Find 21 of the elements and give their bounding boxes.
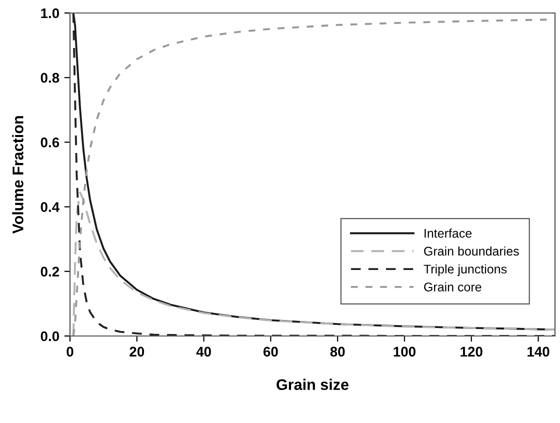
y-tick-label: 0.8 <box>40 72 60 83</box>
y-tick-label: 0.2 <box>40 266 60 277</box>
y-tick-label: 0.4 <box>40 202 60 212</box>
y-tick-label: 1.0 <box>41 8 60 18</box>
legend-label: Interface <box>424 228 472 238</box>
x-tick-label: 60 <box>263 346 278 357</box>
x-tick-label: 120 <box>460 346 482 357</box>
x-tick-label: 20 <box>130 346 144 357</box>
legend-label: Grain core <box>424 282 482 292</box>
y-tick-label: 0.6 <box>40 138 60 148</box>
x-tick-label: 80 <box>330 346 345 357</box>
x-axis-title: Grain size <box>276 378 348 390</box>
x-tick-label: 140 <box>528 346 550 357</box>
y-tick-label: 0.0 <box>40 331 60 342</box>
x-tick-label: 0 <box>66 346 74 357</box>
x-tick-label: 40 <box>196 346 211 357</box>
x-tick-label: 100 <box>394 346 416 357</box>
line-series <box>72 192 555 336</box>
legend-label: Triple junctions <box>424 264 507 276</box>
legend-label: Grain boundaries <box>424 246 519 256</box>
y-axis-title: Volume Fraction <box>12 116 24 234</box>
